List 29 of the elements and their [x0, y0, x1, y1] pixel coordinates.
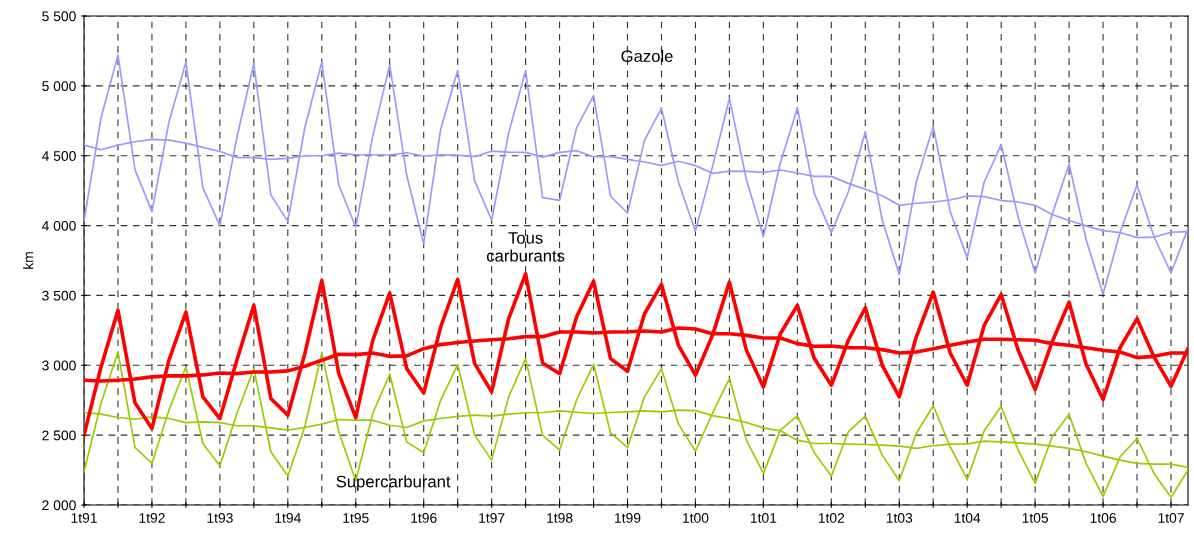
- y-tick-label: 2 000: [42, 500, 76, 511]
- x-tick-label: 1t07: [1158, 513, 1184, 523]
- x-tick-label: 1t98: [547, 513, 573, 523]
- annotation: Supercarburant: [336, 475, 451, 491]
- y-tick-label: 4 500: [41, 151, 76, 161]
- x-tick-label: 1t96: [411, 513, 437, 523]
- x-tick-label: 1t01: [750, 513, 777, 523]
- x-tick-label: 1t03: [886, 513, 913, 523]
- y-axis-title: km: [23, 252, 34, 269]
- x-tick-label: 1t02: [818, 513, 845, 523]
- x-tick-label: 1t97: [479, 513, 505, 523]
- y-tick-label: 3 500: [42, 290, 76, 301]
- y-tick-label: 4 000: [41, 220, 76, 231]
- y-tick-label: 3 000: [42, 360, 76, 371]
- y-tick-label: 2 500: [42, 430, 76, 441]
- x-tick-label: 1t93: [207, 513, 233, 523]
- x-tick-label: 1t91: [71, 513, 97, 523]
- x-tick-label: 1t04: [954, 513, 981, 523]
- annotation: Tous carburants: [486, 232, 565, 262]
- annotation: Gazole: [621, 49, 673, 63]
- y-tick-label: 5 500: [42, 11, 76, 22]
- x-tick-label: 1t94: [275, 513, 301, 523]
- x-tick-label: 1t05: [1022, 513, 1049, 523]
- x-tick-label: 1t00: [682, 513, 709, 523]
- y-tick-label: 5 000: [42, 81, 76, 92]
- x-tick-label: 1t99: [615, 513, 641, 523]
- x-tick-label: 1t06: [1090, 513, 1116, 523]
- x-tick-label: 1t95: [343, 513, 369, 523]
- x-tick-label: 1t92: [139, 513, 165, 523]
